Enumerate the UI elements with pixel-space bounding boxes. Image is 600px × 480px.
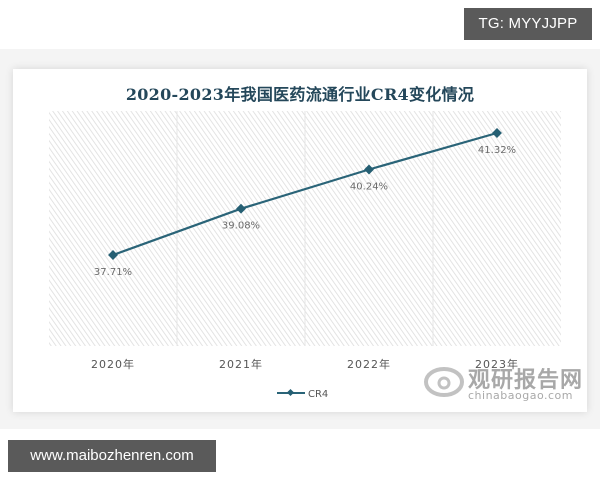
chart-title: 2020-2023年我国医药流通行业CR4变化情况 <box>125 85 475 104</box>
chart-card: 2020-2023年我国医药流通行业CR4变化情况 37.71% 39.08% 40… <box>13 69 587 412</box>
data-label: 41.32% <box>478 145 516 156</box>
data-label: 39.08% <box>222 221 260 232</box>
data-point-marker <box>236 203 246 214</box>
watermark: 观研报告网 chinabaogao.com <box>424 362 584 406</box>
data-labels: 37.71% 39.08% 40.24% 41.32% <box>94 145 516 278</box>
cr4-line <box>112 131 498 257</box>
data-label: 37.71% <box>94 267 132 278</box>
x-tick-label: 2023年 <box>475 357 519 371</box>
legend: CR4 <box>277 388 328 400</box>
top-tag: TG: MYYJJPP <box>464 8 592 40</box>
line-chart: 37.71% 39.08% 40.24% 41.32% 2020年 2021年 2022年… <box>49 111 561 400</box>
watermark-en: chinabaogao.com <box>468 389 573 402</box>
x-tick-label: 2021年 <box>219 357 263 371</box>
watermark-logo-icon <box>424 367 464 397</box>
legend-label: CR4 <box>308 389 328 400</box>
data-point-marker <box>364 164 374 175</box>
x-tick-label: 2022年 <box>347 357 391 371</box>
x-tick-label: 2020年 <box>91 357 135 371</box>
legend-marker-icon <box>286 388 295 397</box>
watermark-cn: 观研报告网 <box>468 368 584 393</box>
x-axis-labels: 2020年 2021年 2022年 2023年 <box>91 357 519 371</box>
footer-url: www.maibozhenren.com <box>8 440 216 472</box>
data-label: 40.24% <box>350 181 388 192</box>
